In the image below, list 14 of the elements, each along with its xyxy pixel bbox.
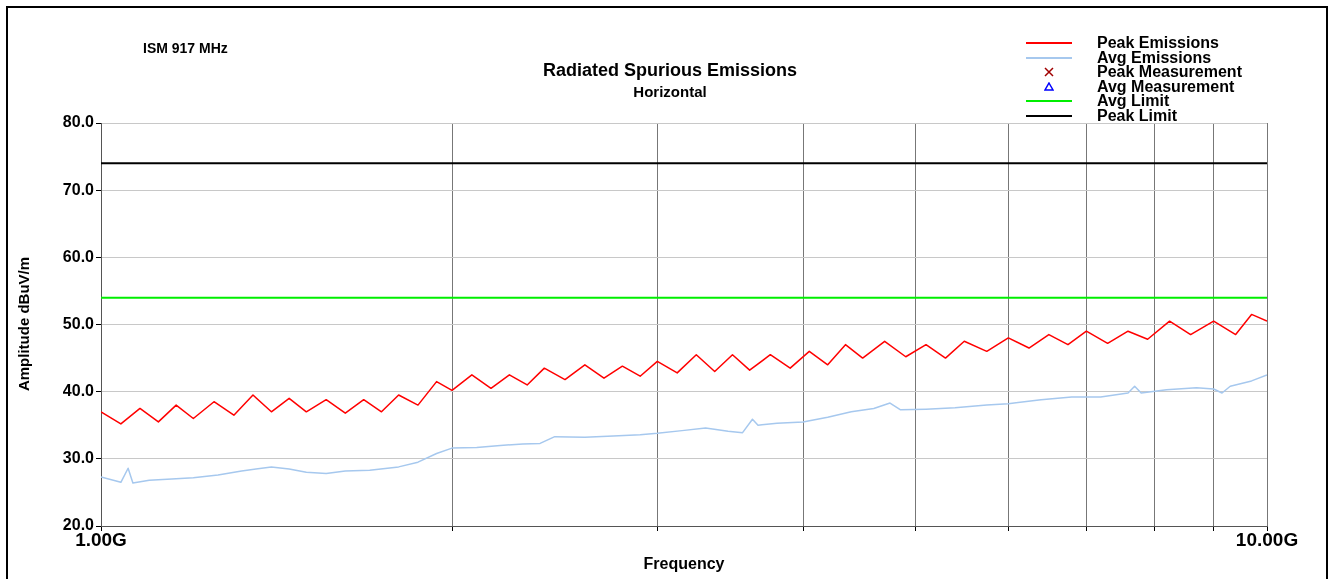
y-tick-label: 70.0 <box>62 180 95 198</box>
text: ISM 917 MHz <box>143 40 228 56</box>
x-axis-title: Frequency <box>642 555 726 573</box>
y-axis-title: Amplitude dBuV/m <box>14 256 32 392</box>
chart-subtitle: Horizontal <box>633 83 707 100</box>
chart-title: Radiated Spurious Emissions <box>542 60 798 80</box>
x-tick-label: 10.00G <box>1235 528 1299 550</box>
y-tick-label: 80.0 <box>62 113 95 131</box>
y-tick-label: 50.0 <box>62 314 95 332</box>
y-tick-label: 30.0 <box>62 449 95 467</box>
y-tick-label: 20.0 <box>62 516 95 534</box>
y-tick-label: 60.0 <box>62 247 95 265</box>
y-tick-label: 40.0 <box>62 382 95 400</box>
text: Avg Measurement <box>1097 77 1235 95</box>
